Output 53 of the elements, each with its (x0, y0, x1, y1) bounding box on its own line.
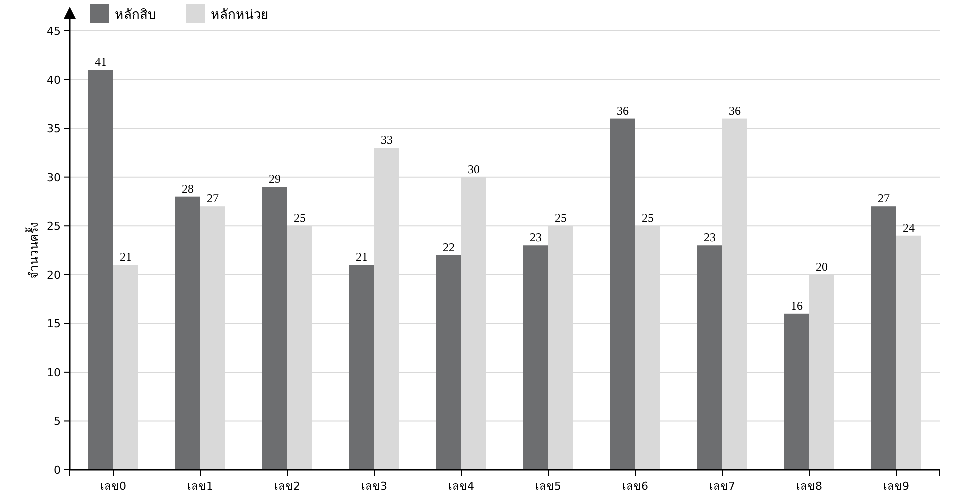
y-axis-title: จำนวนครั้ง (25, 222, 41, 279)
data-label: 22 (443, 240, 455, 254)
data-label: 21 (120, 250, 132, 264)
x-tick-label: เลข0 (100, 480, 126, 493)
data-label: 36 (617, 104, 629, 118)
y-tick-label: 25 (47, 220, 61, 234)
y-tick-label: 40 (47, 74, 61, 87)
data-label: 33 (381, 133, 393, 148)
legend-label: หลักสิบ (115, 8, 156, 23)
bar (176, 196, 200, 470)
y-tick-label: 5 (54, 415, 61, 428)
data-label: 24 (903, 220, 915, 235)
data-label: 27 (207, 192, 219, 206)
data-label: 27 (878, 192, 890, 206)
data-label: 29 (269, 172, 281, 186)
data-label: 21 (356, 250, 368, 264)
x-tick-label: เลข1 (188, 480, 214, 493)
x-tick-label: เลข9 (884, 480, 910, 493)
bar (88, 70, 114, 470)
data-label: 25 (294, 211, 306, 226)
x-tick-label: เลข7 (710, 480, 736, 493)
bar (698, 246, 722, 470)
x-tick-label: เลข4 (448, 480, 474, 493)
data-label: 20 (816, 260, 828, 274)
x-tick-label: เลข6 (622, 480, 648, 493)
data-label: 23 (704, 230, 716, 245)
y-tick-label: 45 (47, 25, 61, 38)
data-label: 25 (555, 211, 567, 226)
data-label: 28 (182, 182, 194, 196)
legend-label: หลักหน่วย (211, 8, 269, 23)
data-label: 23 (530, 230, 542, 245)
y-tick-label: 35 (47, 122, 61, 136)
bar (436, 255, 462, 470)
x-tick-label: เลข8 (796, 480, 822, 493)
data-label: 41 (95, 55, 107, 70)
y-tick-label: 15 (47, 318, 61, 331)
bar (350, 265, 374, 470)
x-tick-label: เลข2 (274, 480, 300, 493)
data-label: 36 (729, 104, 741, 118)
y-tick-label: 0 (54, 464, 61, 477)
y-tick-label: 30 (47, 171, 61, 184)
y-tick-label: 10 (47, 366, 61, 380)
data-label: 25 (642, 211, 654, 226)
bar (784, 314, 810, 470)
data-label: 16 (791, 298, 803, 313)
bar (872, 206, 896, 470)
data-label: 30 (468, 162, 480, 176)
x-tick-label: เลข3 (362, 480, 388, 493)
bar (262, 187, 288, 470)
bar (610, 118, 636, 470)
y-tick-label: 20 (47, 268, 61, 282)
bar (524, 246, 548, 470)
x-tick-label: เลข5 (536, 480, 562, 493)
